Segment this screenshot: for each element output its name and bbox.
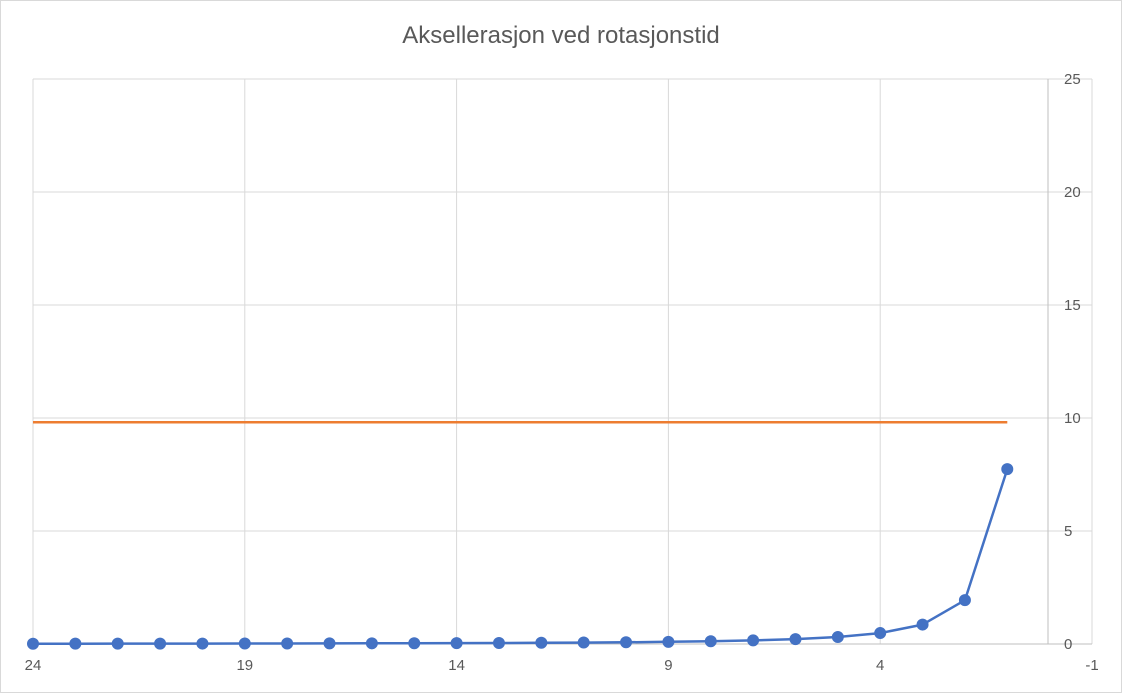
data-point bbox=[69, 637, 82, 650]
data-point bbox=[916, 618, 929, 631]
data-point bbox=[450, 637, 463, 650]
series-line-1 bbox=[33, 468, 1009, 645]
data-point bbox=[365, 637, 378, 650]
data-point bbox=[154, 637, 167, 650]
data-point bbox=[958, 594, 971, 607]
x-tick-label: 4 bbox=[876, 657, 884, 674]
x-tick-label: 19 bbox=[236, 657, 253, 674]
data-point bbox=[27, 637, 39, 650]
data-point bbox=[281, 637, 294, 650]
data-point bbox=[704, 635, 717, 648]
axes bbox=[33, 79, 1092, 645]
data-point bbox=[492, 636, 505, 649]
series bbox=[27, 421, 1014, 650]
data-point bbox=[323, 637, 336, 650]
data-point bbox=[577, 636, 590, 649]
data-point bbox=[747, 634, 760, 647]
data-point bbox=[1001, 463, 1014, 476]
y-tick-label: 20 bbox=[1064, 184, 1081, 201]
y-tick-label: 0 bbox=[1064, 636, 1072, 653]
x-tick-label: 9 bbox=[664, 657, 672, 674]
y-tick-label: 15 bbox=[1064, 297, 1081, 314]
data-point bbox=[874, 627, 887, 640]
y-tick-label: 25 bbox=[1064, 71, 1081, 88]
data-point bbox=[111, 637, 124, 650]
data-point bbox=[662, 635, 675, 648]
gridlines bbox=[32, 78, 1093, 644]
data-point bbox=[408, 637, 421, 650]
x-tick-label: -1 bbox=[1085, 657, 1098, 674]
y-tick-label: 10 bbox=[1064, 410, 1081, 427]
x-tick-label: 14 bbox=[448, 657, 465, 674]
data-point bbox=[196, 637, 209, 650]
data-point bbox=[535, 636, 548, 649]
data-point bbox=[831, 630, 844, 643]
data-point bbox=[789, 633, 802, 646]
x-tick-label: 24 bbox=[25, 657, 42, 674]
data-point bbox=[620, 636, 633, 649]
chart-title: Aksellerasjon ved rotasjonstid bbox=[402, 22, 720, 49]
y-tick-label: 5 bbox=[1064, 523, 1072, 540]
data-point bbox=[238, 637, 251, 650]
tick-labels: 0 5 10 15 20 25 24 19 14 9 4 -1 bbox=[25, 71, 1099, 674]
